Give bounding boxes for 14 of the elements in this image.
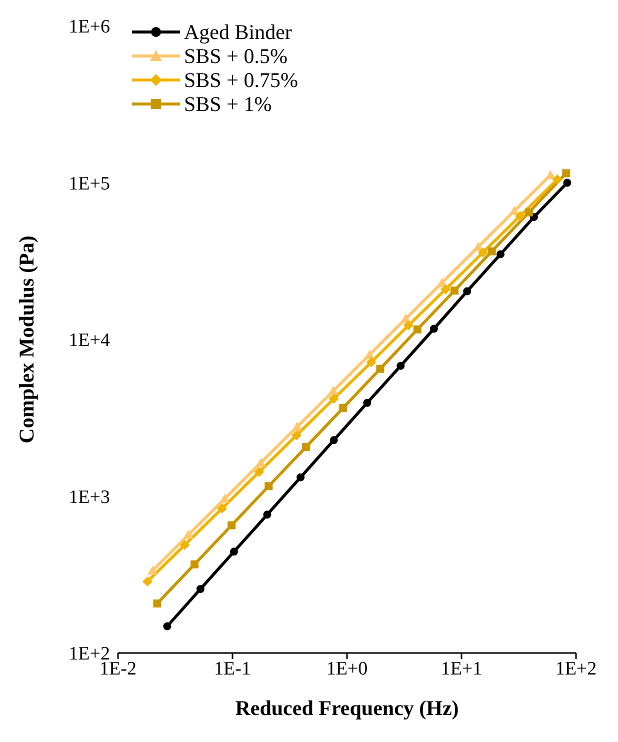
- x-axis-title: Reduced Frequency (Hz): [235, 696, 459, 720]
- x-tick-label: 1E+0: [326, 658, 368, 680]
- y-tick-label: 1E+5: [68, 173, 110, 194]
- legend-label: Aged Binder: [184, 20, 292, 44]
- y-tick-label: 1E+6: [68, 16, 110, 38]
- legend-label: SBS + 1%: [184, 92, 272, 116]
- y-tick-label: 1E+3: [68, 486, 110, 508]
- y-axis-title: Complex Modulus (Pa): [14, 236, 38, 444]
- legend-label: SBS + 0.5%: [184, 44, 288, 68]
- x-tick-label: 1E-1: [214, 658, 251, 680]
- x-tick-label: 1E+2: [555, 658, 597, 680]
- x-tick-label: 1E+1: [440, 658, 482, 680]
- legend-label: SBS + 0.75%: [184, 68, 298, 92]
- y-tick-label: 1E+4: [68, 330, 110, 352]
